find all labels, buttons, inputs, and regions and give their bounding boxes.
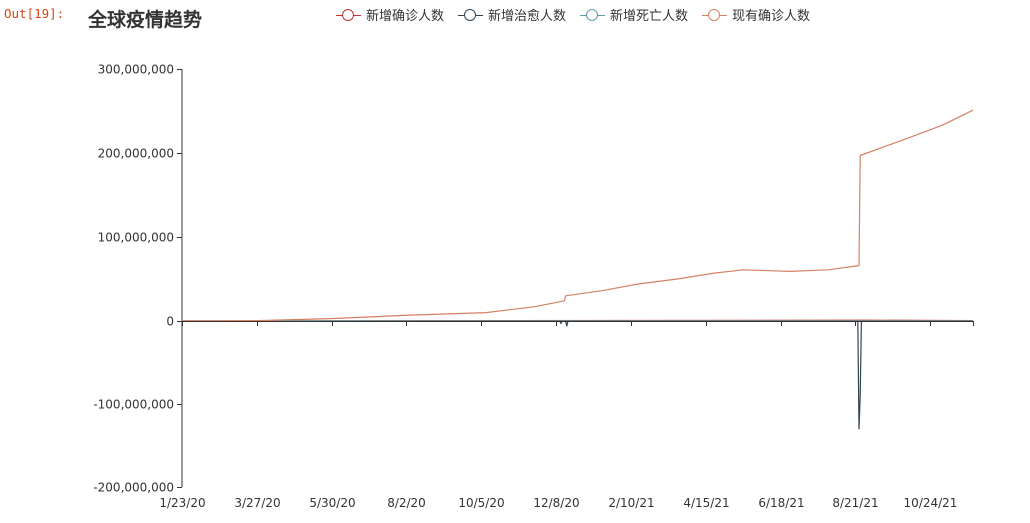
y-tick-label: 200,000,000 <box>98 147 174 161</box>
x-tick-label: 5/30/20 <box>309 496 355 510</box>
series-line-1 <box>182 320 973 430</box>
legend-marker-icon <box>580 8 606 22</box>
legend-label: 新增确诊人数 <box>366 9 445 24</box>
x-tick-label: 2/10/21 <box>608 496 654 510</box>
y-tick-label: -100,000,000 <box>93 398 174 412</box>
chart-legend: 新增确诊人数 新增治愈人数 新增死亡人数 现有确诊人数 <box>336 5 810 24</box>
x-tick-label: 10/24/21 <box>904 496 958 510</box>
y-tick-label: 0 <box>166 315 174 329</box>
legend-marker-icon <box>458 8 484 22</box>
x-tick-label: 10/5/20 <box>458 496 504 510</box>
legend-item-0[interactable]: 新增确诊人数 <box>336 5 444 24</box>
series-line-3 <box>181 109 974 322</box>
legend-label: 新增死亡人数 <box>610 9 689 24</box>
x-tick-label: 8/2/20 <box>387 496 426 510</box>
legend-marker-icon <box>336 8 361 22</box>
x-tick-label: 12/8/20 <box>533 496 579 510</box>
legend-item-1[interactable]: 新增治愈人数 <box>458 5 566 24</box>
y-tick-label: -200,000,000 <box>93 481 174 495</box>
x-tick-label: 8/21/21 <box>832 496 878 510</box>
x-tick-label: 3/27/20 <box>234 496 280 510</box>
legend-label: 新增治愈人数 <box>488 9 567 24</box>
legend-marker-icon <box>702 8 728 22</box>
legend-item-2[interactable]: 新增死亡人数 <box>580 5 688 24</box>
x-tick-label: 6/18/21 <box>758 496 804 510</box>
legend-item-3[interactable]: 现有确诊人数 <box>702 5 810 24</box>
cell-output-prompt: Out[19]: <box>4 6 65 21</box>
legend-label: 现有确诊人数 <box>732 9 811 24</box>
chart-title: 全球疫情趋势 <box>88 9 203 31</box>
y-tick-label: 100,000,000 <box>98 231 174 245</box>
y-tick-label: 300,000,000 <box>98 63 174 77</box>
x-tick-label: 1/23/20 <box>159 496 205 510</box>
x-tick-label: 4/15/21 <box>683 496 729 510</box>
